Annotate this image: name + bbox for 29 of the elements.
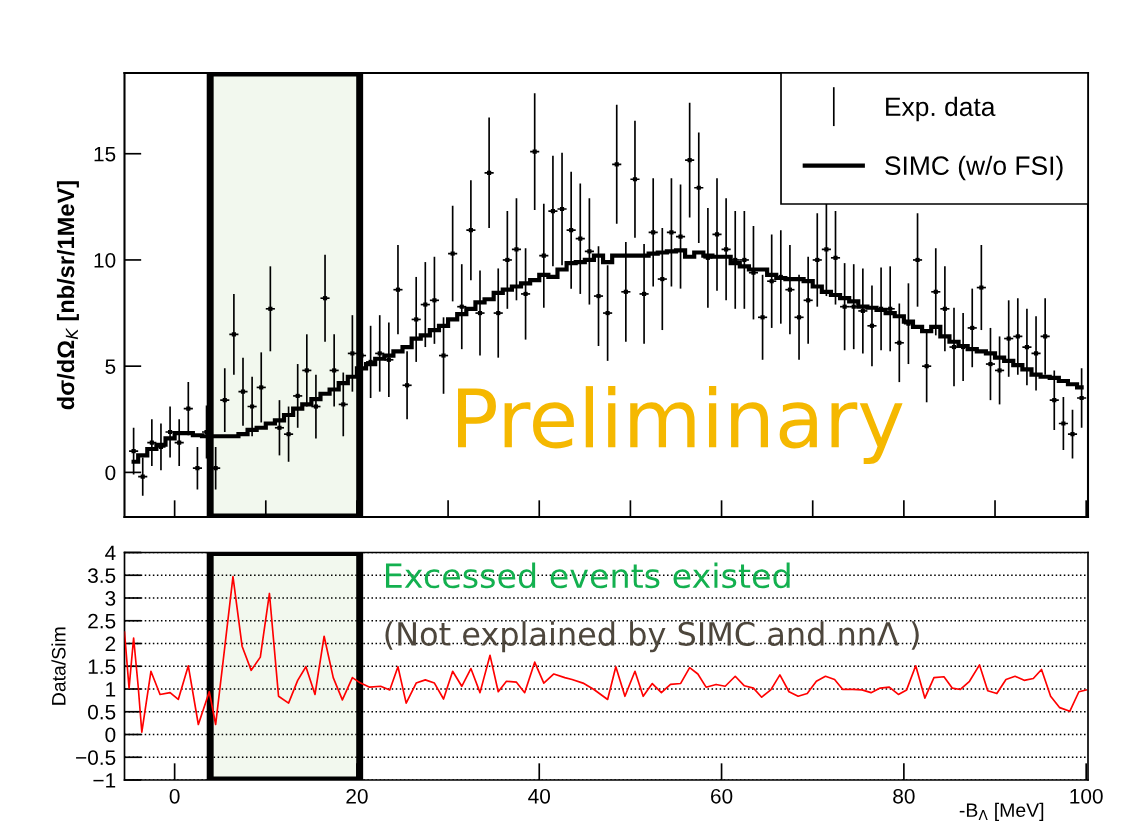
y-tick-label: 10: [94, 252, 116, 268]
x-tick-label: 100: [1070, 788, 1103, 804]
legend-label: SIMC (w/o FSI): [885, 155, 1063, 181]
y-tick-label: 0.5: [88, 704, 116, 720]
y-tick-label: 1: [106, 682, 116, 697]
y-tick-label: 3: [105, 591, 116, 606]
annotation: Preliminary: [458, 386, 903, 465]
x-tick-label: 60: [711, 788, 733, 804]
y-tick-label: 3.5: [88, 568, 116, 583]
y-tick-label: −1: [93, 773, 116, 788]
y-tick-label: 2.5: [88, 613, 116, 629]
x-axis-title: -B$_{Λ}$ [MeV]: [959, 802, 1044, 821]
y-axis-title: dσ/dΩ$_{K}$ [nb/sr/1MeV]: [56, 181, 79, 410]
y-tick-label: 4: [105, 545, 116, 561]
x-tick-label: 0: [169, 788, 180, 804]
x-tick-label: 40: [528, 788, 551, 804]
y-tick-label: −0.5: [76, 750, 116, 765]
y-tick-label: 0: [105, 465, 116, 481]
y-tick-label: 2: [105, 636, 116, 652]
y-tick-label: 15: [94, 146, 116, 162]
y-tick-label: 0: [105, 727, 116, 743]
x-tick-label: 20: [346, 788, 368, 804]
y-axis-title: Data/Sim: [51, 627, 66, 705]
y-tick-label: 5: [105, 359, 116, 374]
annotation: (Not explained by SIMC and nnΛ ): [385, 621, 919, 653]
annotation: Excessed events existed: [385, 562, 790, 589]
legend-label: Exp. data: [886, 96, 996, 122]
x-tick-label: 80: [893, 788, 915, 804]
y-tick-label: 1.5: [88, 659, 116, 674]
